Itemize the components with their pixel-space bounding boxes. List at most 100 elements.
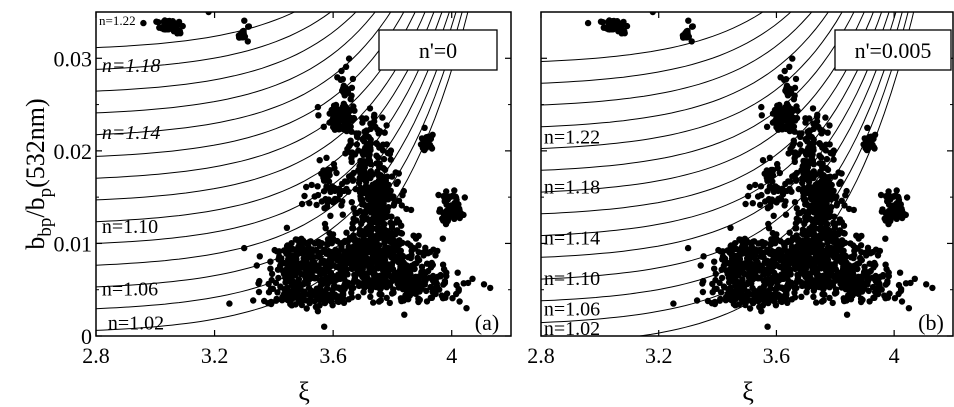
data-point — [443, 188, 450, 195]
curve-label: n=1.10 — [102, 216, 158, 238]
iso-n-curve — [96, 12, 332, 70]
data-point — [781, 67, 788, 75]
iso-n-curve — [541, 12, 843, 149]
data-point — [618, 30, 625, 37]
data-point — [782, 180, 789, 188]
data-point — [461, 194, 468, 201]
data-point — [803, 200, 810, 207]
data-point — [345, 55, 353, 62]
data-point — [788, 296, 796, 303]
data-point — [256, 253, 263, 260]
data-point — [275, 256, 282, 263]
data-point — [833, 256, 840, 263]
data-point — [399, 192, 406, 199]
data-point — [341, 238, 348, 245]
data-point — [777, 74, 784, 81]
data-point — [923, 281, 930, 288]
data-point — [864, 124, 871, 131]
data-point — [729, 262, 737, 269]
data-point — [303, 305, 310, 312]
data-point — [783, 122, 790, 130]
data-point — [358, 239, 366, 247]
data-point — [798, 293, 805, 300]
data-point — [295, 250, 302, 257]
data-point — [413, 275, 421, 282]
data-point — [824, 267, 832, 274]
data-point — [357, 207, 364, 215]
data-point — [813, 118, 821, 125]
data-point — [786, 63, 793, 70]
iso-n-curve — [541, 12, 865, 193]
data-point — [308, 263, 316, 270]
data-point — [321, 205, 328, 212]
data-point — [425, 137, 432, 145]
data-point — [367, 144, 374, 152]
data-point — [885, 188, 892, 195]
data-point — [421, 124, 428, 131]
data-point — [356, 189, 364, 196]
curve-label: n=1.22 — [99, 13, 136, 28]
data-point — [685, 17, 692, 24]
data-point — [314, 308, 322, 315]
data-point — [773, 284, 781, 291]
data-point — [378, 291, 385, 298]
data-point — [160, 26, 167, 33]
data-point — [314, 183, 321, 190]
data-point — [810, 125, 817, 133]
data-point — [315, 250, 323, 257]
data-point — [739, 250, 746, 257]
data-point — [323, 249, 330, 256]
panel-b-label: (b) — [918, 310, 944, 335]
data-point — [863, 146, 871, 154]
data-point — [764, 205, 772, 212]
data-point — [349, 220, 356, 227]
data-point — [785, 114, 792, 122]
data-point — [428, 143, 435, 151]
data-point — [174, 30, 181, 37]
data-point — [277, 284, 284, 291]
data-point — [338, 202, 345, 209]
data-point — [371, 118, 378, 125]
data-point — [320, 188, 328, 195]
data-point — [348, 155, 355, 162]
data-point — [379, 141, 387, 148]
data-point — [363, 151, 371, 158]
iso-n-curve — [96, 12, 426, 201]
data-point — [734, 272, 741, 279]
data-point — [304, 280, 311, 287]
data-point — [816, 152, 823, 159]
data-point — [338, 180, 346, 188]
data-point — [241, 244, 248, 252]
data-point — [818, 172, 825, 179]
data-point — [774, 184, 781, 192]
data-point — [809, 203, 816, 211]
data-point — [878, 208, 886, 215]
data-point — [784, 248, 791, 255]
data-point — [480, 281, 488, 288]
data-point — [788, 107, 795, 114]
data-point — [341, 248, 348, 255]
data-point — [385, 190, 393, 197]
data-point — [792, 225, 799, 232]
panel-a-inset-label: n'=0 — [419, 38, 457, 63]
data-point — [330, 197, 338, 204]
data-point — [837, 178, 844, 186]
data-point — [810, 293, 817, 300]
data-point — [771, 269, 778, 277]
data-point — [388, 236, 395, 243]
data-point — [749, 238, 757, 245]
y-tick-label: 0.03 — [54, 46, 93, 71]
data-point — [833, 202, 840, 209]
data-point — [321, 323, 328, 330]
data-point — [763, 123, 771, 130]
data-point — [891, 295, 899, 302]
panel-a-x-axis-label: ξ — [298, 377, 310, 406]
data-point — [802, 281, 810, 288]
data-point — [840, 295, 847, 302]
data-point — [877, 191, 885, 199]
data-point — [895, 290, 902, 298]
x-tick-label: 4 — [889, 343, 900, 368]
data-point — [929, 284, 936, 292]
data-point — [836, 247, 844, 254]
data-point — [792, 75, 800, 83]
